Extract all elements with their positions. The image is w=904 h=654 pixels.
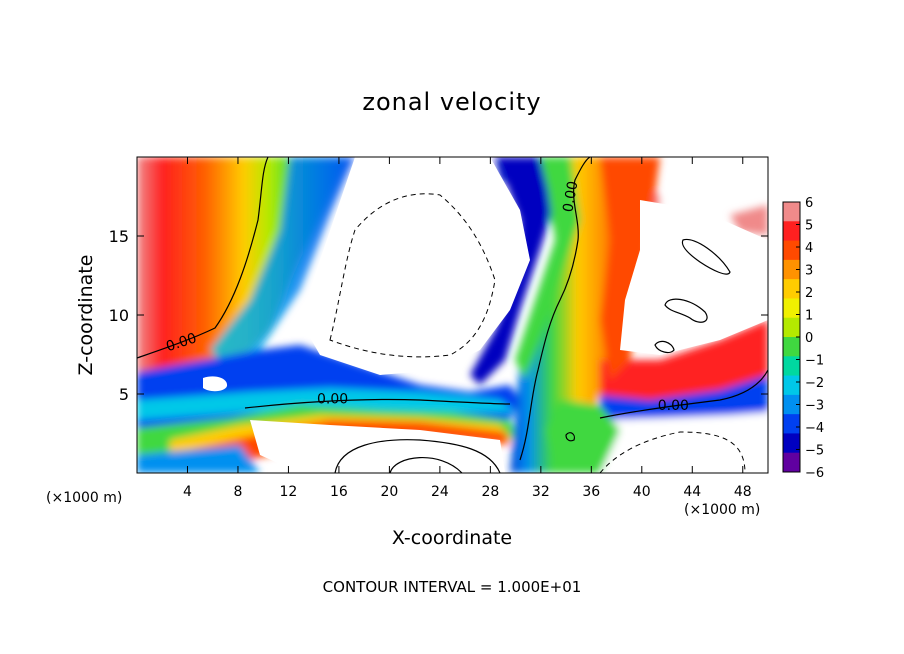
colorbar-tick-label: 2 <box>805 286 813 301</box>
contour-label: 0.00 <box>658 398 689 414</box>
contour-interval-note: CONTOUR INTERVAL = 1.000E+01 <box>322 578 582 596</box>
x-tick-label: 32 <box>532 484 550 500</box>
colorbar-swatch <box>783 414 800 434</box>
colorbar-swatch <box>783 279 800 299</box>
x-tick-label: 44 <box>683 484 701 500</box>
colorbar-tick-label: −6 <box>805 466 824 481</box>
colorbar-tick-label: 1 <box>805 309 813 324</box>
colorbar-tick-label: −4 <box>805 421 824 436</box>
x-tick-label: 36 <box>582 484 600 500</box>
colorbar-swatch <box>783 337 800 357</box>
y-tick-label: 15 <box>109 227 129 246</box>
colorbar-swatch <box>783 356 800 377</box>
colorbar-tick-label: 3 <box>805 264 813 279</box>
x-axis-label: X-coordinate <box>391 527 513 549</box>
colorbar-tick-label: 5 <box>805 219 813 234</box>
x-tick-label: 24 <box>431 484 449 500</box>
colorbar-swatch <box>783 298 800 319</box>
colorbar-swatch <box>783 452 800 473</box>
colorbar-swatch <box>783 433 800 454</box>
x-tick-label: 16 <box>330 484 348 500</box>
colorbar-tick-label: −1 <box>805 354 824 369</box>
x-tick-label: 48 <box>734 484 752 500</box>
chart-title: zonal velocity <box>362 88 542 116</box>
colorbar-tick-label: 4 <box>805 241 813 256</box>
x-unit-label-left: (×1000 m) <box>46 490 123 506</box>
x-tick-label: 28 <box>481 484 499 500</box>
contour-labels: 0.000.000.000.00 <box>164 180 689 414</box>
colorbar-tick-label: −3 <box>805 399 824 414</box>
colorbar-tick-label: −5 <box>805 444 824 459</box>
x-tick-label: 40 <box>633 484 651 500</box>
colorbar-swatch <box>783 375 800 396</box>
x-unit-label-right: (×1000 m) <box>684 502 761 518</box>
colorbar: 6 5 4 3 2 1 0 −1 −2 −3 −4 −5 −6 <box>782 196 824 481</box>
colorbar-tick-label: 0 <box>805 331 813 346</box>
colorbar-swatch <box>783 240 800 261</box>
colorbar-swatch <box>783 259 800 280</box>
velocity-field <box>137 157 768 473</box>
contour-label: 0.00 <box>317 392 348 408</box>
contour-label: 0.00 <box>560 180 581 213</box>
colorbar-swatch <box>783 221 800 242</box>
colorbar-swatch <box>783 394 800 415</box>
colorbar-swatch <box>783 202 800 222</box>
x-tick-label: 20 <box>380 484 398 500</box>
x-tick-label: 8 <box>233 484 242 500</box>
x-tick-label: 4 <box>183 484 192 500</box>
x-tick-label: 12 <box>280 484 298 500</box>
y-tick-label: 10 <box>109 306 129 325</box>
colorbar-tick-label: −2 <box>805 376 824 391</box>
colorbar-tick-label: 6 <box>805 196 813 211</box>
colorbar-swatch <box>783 317 800 338</box>
y-tick-label: 5 <box>119 385 129 404</box>
